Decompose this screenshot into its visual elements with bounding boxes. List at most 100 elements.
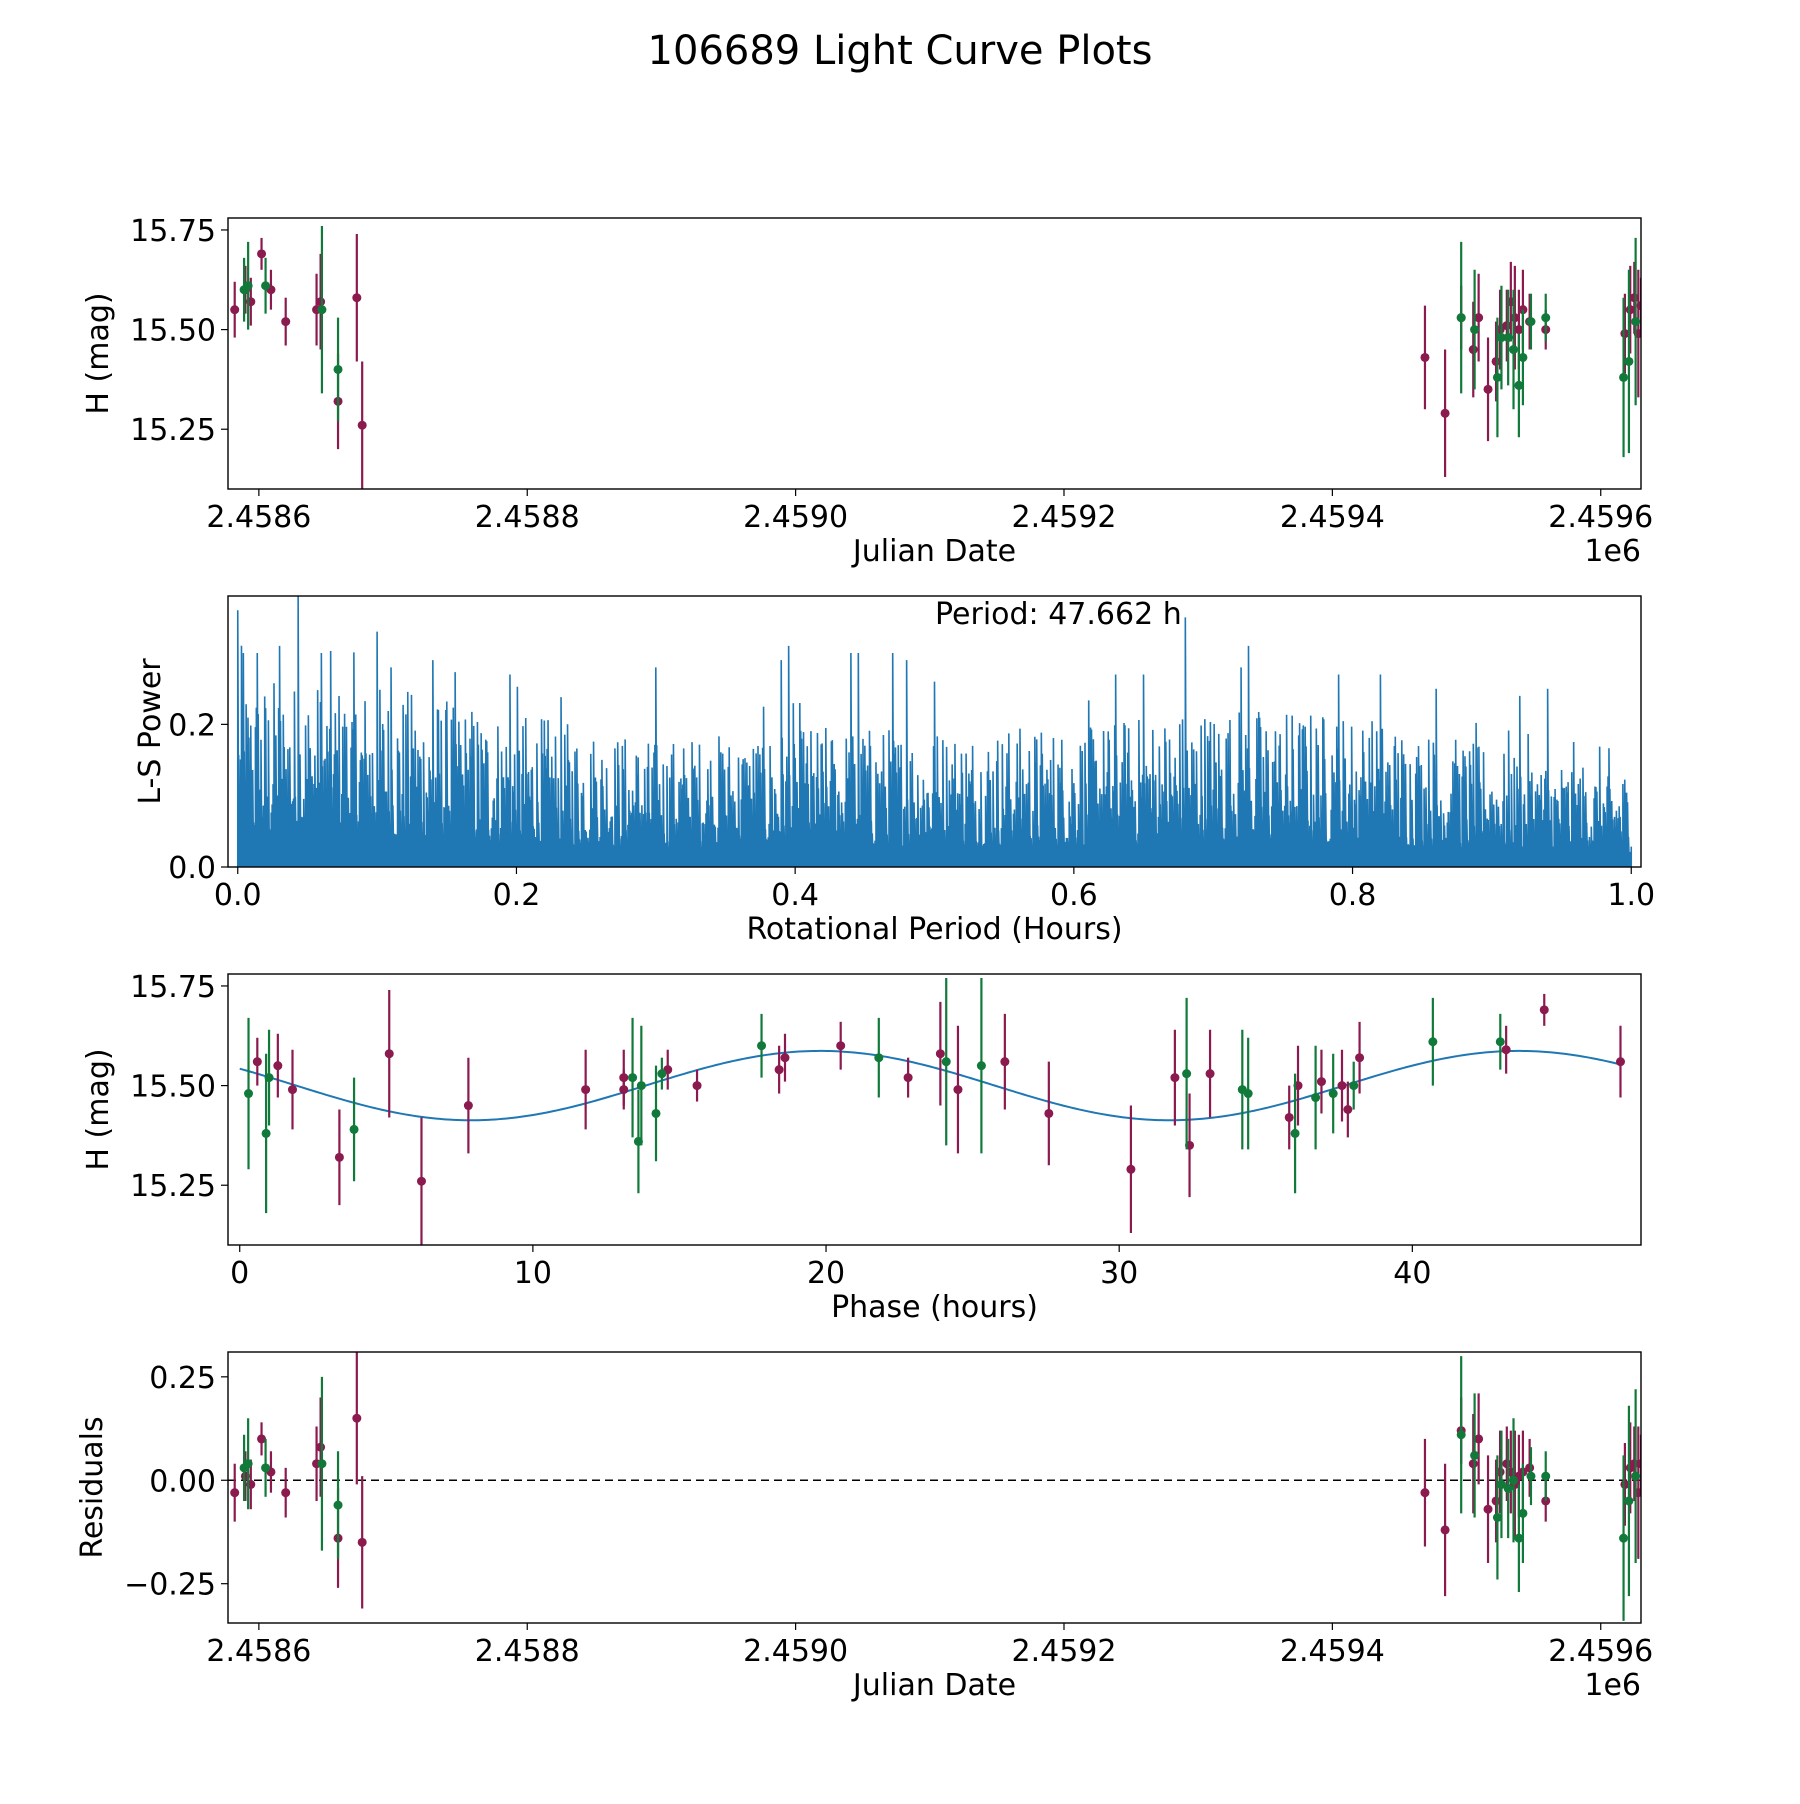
x-tick-label: 0.2 xyxy=(493,878,541,913)
data-point xyxy=(1126,1164,1136,1174)
series-green xyxy=(239,225,1641,458)
x-tick-label: 10 xyxy=(514,1256,552,1291)
data-point xyxy=(692,1081,702,1091)
data-point xyxy=(1343,1105,1353,1114)
y-axis-label: Residuals xyxy=(75,1416,110,1558)
data-point xyxy=(1631,1471,1641,1481)
x-tick-label: 2.4596 xyxy=(1548,1634,1653,1669)
x-axis-label: Julian Date xyxy=(851,1668,1016,1703)
data-point xyxy=(1311,1093,1321,1103)
data-point xyxy=(1514,325,1524,335)
x-tick-label: 40 xyxy=(1393,1256,1431,1291)
y-tick-label: 15.25 xyxy=(130,1169,216,1204)
data-point xyxy=(287,1085,297,1095)
data-point xyxy=(1337,1081,1347,1091)
data-point xyxy=(230,305,240,315)
data-point xyxy=(1243,1089,1253,1099)
data-point xyxy=(1456,1430,1466,1440)
x-tick-label: 2.4588 xyxy=(475,500,580,535)
data-point xyxy=(1509,1475,1519,1485)
data-point xyxy=(1619,372,1629,382)
data-point xyxy=(1509,345,1519,355)
y-tick-label: 0.00 xyxy=(149,1464,216,1499)
periodogram-line xyxy=(236,596,1633,867)
period-annotation: Period: 47.662 h xyxy=(935,597,1182,632)
data-point xyxy=(774,1065,784,1075)
data-point xyxy=(1526,1471,1536,1481)
x-tick-label: 30 xyxy=(1100,1256,1138,1291)
data-point xyxy=(636,1081,646,1091)
y-tick-label: 0.25 xyxy=(149,1361,216,1396)
x-tick-label: 2.4586 xyxy=(206,1634,311,1669)
data-point xyxy=(1290,1128,1300,1138)
data-point xyxy=(243,281,253,291)
x-axis-label: Julian Date xyxy=(851,534,1016,569)
data-point xyxy=(1428,1037,1438,1047)
data-point xyxy=(1518,352,1528,362)
data-point xyxy=(619,1085,629,1095)
data-point xyxy=(1474,313,1484,323)
chart-lc: 2.4586 2.4588 2.4590 2.4592 2.4594 2.4596 15.2… xyxy=(81,214,1653,569)
y-tick-label: 0.2 xyxy=(168,708,216,743)
data-point xyxy=(244,1089,254,1099)
data-point xyxy=(976,1061,986,1071)
y-axis-label: H (mag) xyxy=(81,292,116,414)
y-axis-label: L-S Power xyxy=(133,658,168,805)
data-point xyxy=(1420,1488,1430,1498)
x-tick-label: 2.4588 xyxy=(475,1634,580,1669)
data-point xyxy=(1328,1089,1338,1099)
data-point xyxy=(357,1537,367,1547)
data-point xyxy=(1000,1057,1010,1067)
axes-frame xyxy=(227,217,1642,490)
data-point xyxy=(1501,1045,1511,1055)
data-point xyxy=(1468,1459,1478,1469)
data-point xyxy=(1456,313,1466,323)
x-axis-label: Phase (hours) xyxy=(831,1290,1038,1325)
data-point xyxy=(1518,1508,1528,1518)
data-point xyxy=(334,1152,344,1162)
data-point xyxy=(357,420,367,430)
data-point xyxy=(1636,301,1641,311)
chart-resid: 2.4586 2.4588 2.4590 2.4592 2.4594 2.4596 0.25… xyxy=(75,1351,1653,1703)
data-point xyxy=(1539,1005,1549,1015)
data-point xyxy=(1636,1459,1641,1469)
x-offset-label: 1e6 xyxy=(1584,534,1641,569)
series-maroon xyxy=(252,989,1625,1245)
x-tick-label: 2.4596 xyxy=(1548,500,1653,535)
plot-area xyxy=(239,977,1625,1245)
data-point xyxy=(1541,1471,1551,1481)
data-point xyxy=(953,1085,963,1095)
data-point xyxy=(657,1069,667,1079)
axes-frame xyxy=(227,595,1642,868)
data-point xyxy=(316,1442,326,1452)
data-point xyxy=(1496,1479,1506,1489)
data-point xyxy=(1170,1073,1180,1083)
data-point xyxy=(352,1413,362,1423)
data-point xyxy=(1492,1512,1502,1522)
x-tick-label: 1.0 xyxy=(1607,878,1655,913)
data-point xyxy=(243,1459,253,1469)
data-point xyxy=(628,1073,638,1083)
data-point xyxy=(874,1053,884,1063)
data-point xyxy=(1619,1533,1629,1543)
axes-frame xyxy=(227,973,1642,1246)
data-point xyxy=(1503,1484,1513,1494)
x-offset-label: 1e6 xyxy=(1584,1668,1641,1703)
data-point xyxy=(1624,356,1634,366)
series-green xyxy=(239,1356,1641,1621)
y-tick-label: 15.50 xyxy=(130,314,216,349)
plot-area xyxy=(228,1352,1641,1621)
data-point xyxy=(333,1500,343,1510)
data-point xyxy=(261,281,271,291)
x-tick-label: 2.4590 xyxy=(743,1634,848,1669)
axes-frame xyxy=(227,1351,1642,1624)
data-point xyxy=(1420,352,1430,362)
chart-ls: Period: 47.662 h 0.0 0.2 0.4 0.6 0.8 1.0 0.0 0.2… xyxy=(133,595,1655,947)
plot-area xyxy=(236,596,1633,867)
data-point xyxy=(264,1073,274,1083)
data-point xyxy=(1470,325,1480,335)
data-point xyxy=(1182,1069,1192,1079)
data-point xyxy=(1631,317,1641,327)
data-point xyxy=(384,1049,394,1059)
